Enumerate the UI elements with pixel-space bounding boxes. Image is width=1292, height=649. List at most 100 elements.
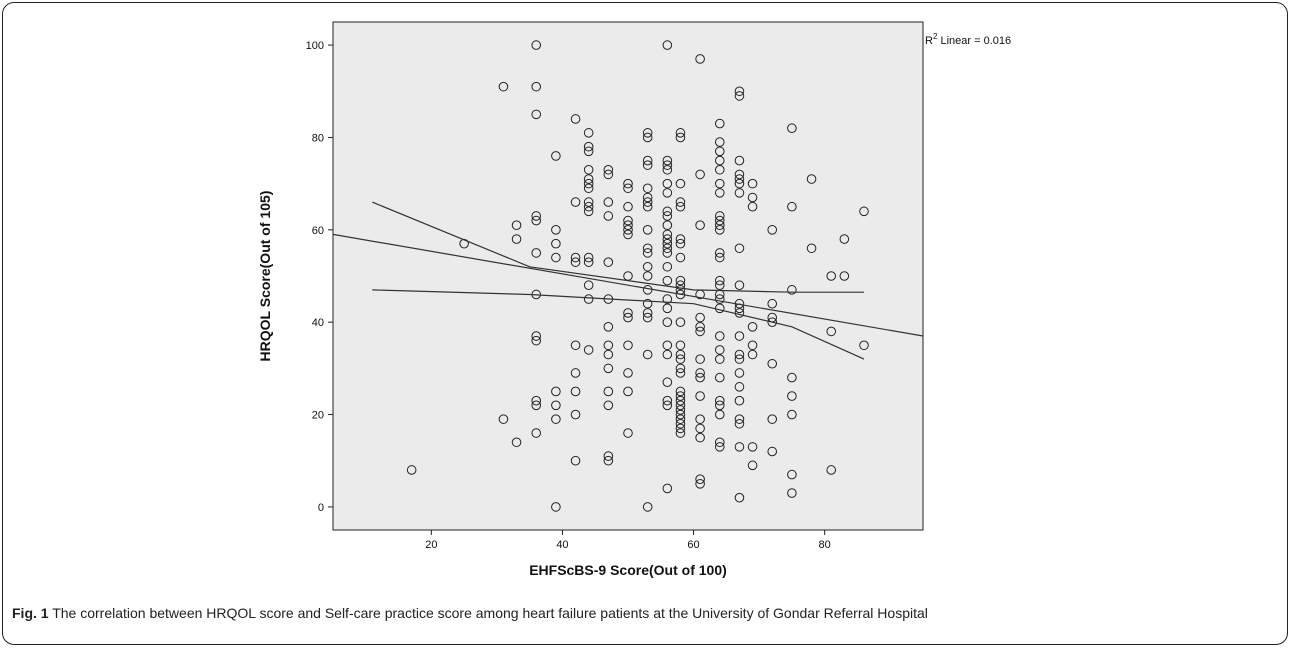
data-point	[551, 225, 561, 235]
data-point	[714, 188, 725, 198]
data-point	[603, 211, 614, 221]
y-axis-label: HRQOL Score(Out of 105)	[257, 191, 273, 362]
data-point	[570, 455, 581, 466]
data-point	[675, 418, 686, 429]
data-point	[734, 178, 745, 189]
data-point	[570, 197, 581, 207]
data-point	[787, 469, 797, 480]
data-point	[734, 169, 745, 180]
data-point	[570, 386, 581, 397]
data-point	[623, 340, 633, 351]
data-point	[859, 340, 869, 351]
data-point	[642, 308, 653, 318]
data-point	[662, 483, 673, 494]
x-axis-label: EHFScBS-9 Score(Out of 100)	[529, 562, 727, 578]
data-point	[695, 479, 705, 489]
data-point	[714, 248, 725, 258]
data-point	[623, 428, 633, 438]
data-point	[787, 409, 797, 420]
data-point	[603, 257, 614, 267]
data-point	[734, 331, 745, 341]
data-point	[531, 335, 542, 346]
data-point	[583, 252, 594, 263]
data-point	[714, 118, 725, 129]
data-point	[531, 395, 542, 406]
data-point	[675, 354, 686, 364]
data-point	[531, 40, 542, 50]
data-point	[583, 178, 594, 189]
data-point	[642, 248, 653, 258]
data-point	[662, 229, 673, 240]
data-point	[603, 400, 614, 411]
data-point	[747, 201, 758, 212]
data-point	[623, 178, 633, 189]
data-point	[714, 146, 725, 157]
data-point	[839, 271, 850, 281]
data-point	[642, 197, 653, 207]
data-point	[662, 211, 673, 221]
data-point	[714, 215, 725, 226]
data-point	[714, 155, 725, 166]
data-point	[662, 243, 673, 254]
data-point	[642, 243, 653, 254]
data-point	[747, 349, 758, 360]
data-point	[662, 275, 673, 286]
data-point	[662, 349, 673, 360]
data-point	[623, 215, 633, 226]
data-point	[662, 377, 673, 388]
x-tick-label: 80	[819, 539, 831, 551]
data-point	[531, 211, 542, 221]
data-point	[675, 197, 686, 207]
data-point	[642, 502, 653, 512]
x-tick-label: 20	[425, 539, 437, 551]
data-point	[734, 395, 745, 406]
data-point	[662, 234, 673, 244]
data-point	[826, 326, 837, 337]
data-point	[734, 442, 745, 452]
data-point	[714, 437, 725, 448]
data-point	[583, 141, 594, 152]
y-tick-label: 80	[312, 132, 324, 144]
data-point	[826, 465, 837, 475]
data-point	[642, 183, 653, 194]
data-point	[675, 363, 686, 374]
data-point	[747, 322, 758, 332]
data-point	[570, 340, 581, 351]
data-point	[623, 201, 633, 212]
data-point	[511, 234, 522, 244]
data-point	[583, 174, 594, 184]
data-point	[675, 201, 686, 212]
data-point	[623, 220, 633, 230]
data-points-layer	[406, 40, 869, 512]
data-point	[570, 368, 581, 378]
data-point	[675, 405, 686, 415]
data-point	[734, 368, 745, 378]
data-point	[675, 178, 686, 189]
data-point	[603, 322, 614, 332]
data-point	[734, 414, 745, 424]
data-point	[603, 451, 614, 461]
data-point	[747, 178, 758, 189]
data-point	[551, 414, 561, 424]
data-point	[662, 395, 673, 406]
data-point	[747, 460, 758, 471]
caption-label: Fig. 1	[12, 605, 49, 621]
data-point	[662, 303, 673, 314]
data-point	[551, 151, 561, 161]
data-point	[734, 382, 745, 392]
data-point	[787, 123, 797, 134]
data-point	[787, 285, 797, 295]
data-point	[583, 257, 594, 267]
data-point	[642, 225, 653, 235]
data-point	[583, 345, 594, 355]
data-point	[603, 386, 614, 397]
data-point	[734, 354, 745, 364]
data-point	[511, 220, 522, 230]
data-point	[623, 308, 633, 318]
data-point	[714, 345, 725, 355]
data-point	[826, 271, 837, 281]
data-point	[570, 252, 581, 263]
data-point	[695, 169, 705, 180]
data-point	[623, 312, 633, 323]
data-point	[623, 368, 633, 378]
